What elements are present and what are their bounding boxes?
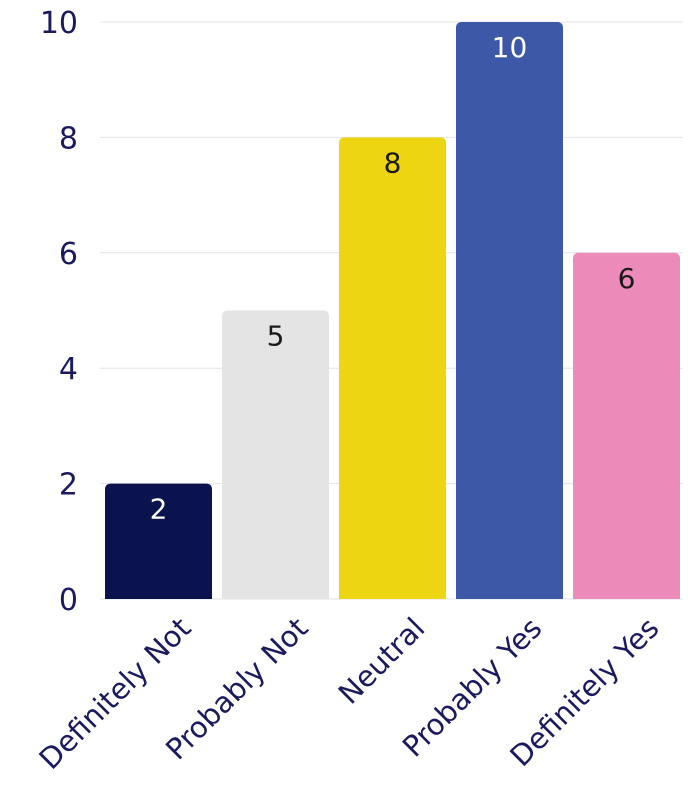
x-tick-label: Neutral [332, 611, 432, 711]
y-tick-label: 0 [59, 583, 78, 618]
bar-probably-yes[interactable] [456, 22, 563, 599]
y-tick-label: 2 [59, 468, 78, 503]
bar-value-labels: 2 5 8 10 6 [150, 31, 636, 526]
bar-probably-not[interactable] [222, 310, 329, 600]
y-axis-ticks: 0 2 4 6 8 10 [40, 6, 78, 618]
bar-value-label: 6 [618, 262, 636, 295]
bar-value-label: 10 [492, 31, 528, 64]
bar-value-label: 2 [150, 493, 168, 526]
y-tick-label: 4 [59, 352, 78, 387]
y-tick-label: 10 [40, 6, 78, 41]
bar-definitely-yes[interactable] [573, 252, 680, 600]
y-tick-label: 6 [59, 237, 78, 272]
bar-value-label: 8 [384, 146, 402, 179]
bars [105, 22, 680, 600]
bar-definitely-not[interactable] [105, 483, 212, 599]
bar-neutral[interactable] [339, 137, 446, 599]
y-tick-label: 8 [59, 121, 78, 156]
bar-value-label: 5 [267, 320, 285, 353]
